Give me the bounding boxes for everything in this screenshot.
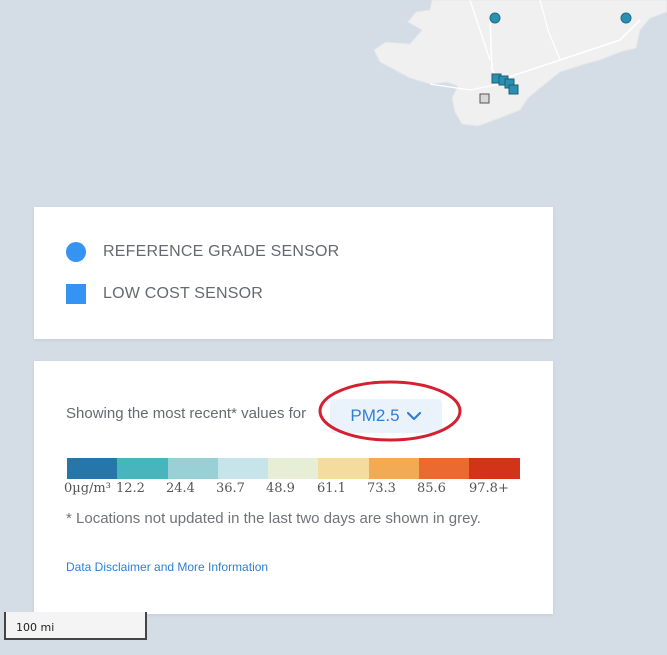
scale-tick-label: 12.2 <box>116 481 145 496</box>
low-cost-sensor-marker[interactable] <box>508 84 519 95</box>
reference-sensor-icon <box>66 242 86 262</box>
highlight-ellipse <box>318 380 462 442</box>
scale-segment <box>217 458 269 479</box>
road-line <box>499 19 641 81</box>
scale-segment <box>167 458 218 479</box>
scale-bar-label: 100 mi <box>16 621 55 634</box>
legend-label-reference: REFERENCE GRADE SENSOR <box>103 243 340 260</box>
grey-locations-note: * Locations not updated in the last two … <box>66 510 481 527</box>
values-panel: Showing the most recent* values for PM2.… <box>34 361 553 614</box>
scale-tick-label: 24.4 <box>166 481 195 496</box>
road-line <box>429 83 501 91</box>
scale-segment <box>67 458 118 479</box>
scale-segment <box>268 458 319 479</box>
stale-sensor-marker[interactable] <box>479 93 490 104</box>
chevron-down-icon <box>406 411 422 421</box>
scale-tick-label: 97.8+ <box>469 481 509 496</box>
reference-sensor-marker[interactable] <box>489 12 501 24</box>
showing-text: Showing the most recent* values for <box>66 405 307 422</box>
scale-tick-label: 48.9 <box>266 481 295 496</box>
land-region <box>373 0 667 127</box>
scale-tick-labels: 0µg/m³ 12.2 24.4 36.7 48.9 61.1 73.3 85.6 97.8+ <box>64 481 524 501</box>
legend-item-reference: REFERENCE GRADE SENSOR <box>66 242 339 262</box>
road-line <box>539 0 561 61</box>
pollutant-label: PM2.5 <box>350 406 400 425</box>
scale-segment <box>117 458 168 479</box>
color-scale <box>67 458 520 479</box>
scale-segment <box>368 458 420 479</box>
scale-segment <box>318 458 369 479</box>
data-disclaimer-link[interactable]: Data Disclaimer and More Information <box>66 560 269 574</box>
reference-sensor-marker[interactable] <box>620 12 632 24</box>
sensor-legend-panel: REFERENCE GRADE SENSOR LOW COST SENSOR <box>34 207 553 339</box>
low-cost-sensor-icon <box>66 284 86 304</box>
map-scale-bar: 100 mi <box>4 612 147 640</box>
scale-tick-label: 73.3 <box>367 481 396 496</box>
legend-item-low-cost: LOW COST SENSOR <box>66 284 263 304</box>
scale-tick-label: 0µg/m³ <box>64 481 111 496</box>
road-line <box>469 0 491 61</box>
scale-tick-label: 85.6 <box>417 481 446 496</box>
scale-segment <box>469 458 520 479</box>
scale-tick-label: 61.1 <box>317 481 346 496</box>
legend-label-low-cost: LOW COST SENSOR <box>103 285 264 302</box>
scale-tick-label: 36.7 <box>216 481 245 496</box>
scale-segment <box>419 458 470 479</box>
pollutant-dropdown[interactable]: PM2.5 <box>330 399 442 433</box>
